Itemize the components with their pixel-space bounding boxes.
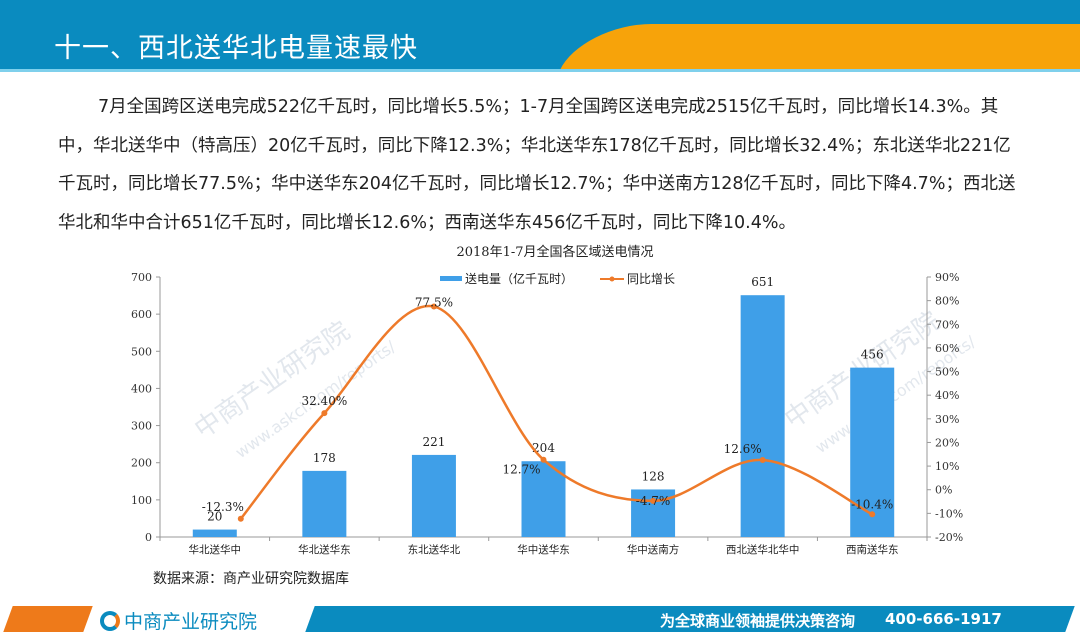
x-tick-label: 华中送华东 [517,543,570,556]
growth-marker [759,456,766,463]
left-tick-label: 600 [131,308,152,321]
left-tick-label: 500 [131,345,152,358]
bar [302,470,347,537]
legend-bar-swatch [440,276,462,281]
legend-line-label: 同比增长 [627,272,675,286]
legend-bar-label: 送电量（亿千瓦时） [465,271,573,286]
right-tick-label: 80% [935,295,959,308]
right-tick-label: -10% [935,507,963,520]
right-tick-label: 40% [935,389,959,402]
logo-icon [100,610,120,631]
growth-value-label: 12.6% [724,442,762,456]
growth-marker [321,410,328,417]
bar [631,489,676,537]
growth-value-label: -10.4% [851,497,893,511]
x-tick-label: 华北送华中 [189,543,242,556]
left-tick-label: 400 [131,382,152,395]
growth-marker [869,511,876,518]
growth-marker [540,456,547,463]
bar-value-label: 456 [861,348,884,362]
data-source: 数据来源：商产业研究院数据库 [153,571,349,587]
footer-phone: 400-666-1917 [885,610,1002,628]
growth-value-label: 12.7% [502,463,540,477]
x-tick-label: 西南送华东 [846,543,899,556]
logo-text: 中商产业研究院 [124,611,258,633]
legend-line-marker [609,276,615,282]
right-tick-label: 30% [935,413,959,426]
footer-slogan: 为全球商业领袖提供决策咨询 [660,612,856,630]
chart-title: 2018年1-7月全国各区域送电情况 [456,244,653,260]
bar-value-label: 128 [642,469,665,483]
bar [740,295,785,537]
left-tick-label: 700 [131,271,152,284]
right-tick-label: 20% [935,436,959,449]
growth-value-label: 77.5% [415,296,453,310]
left-tick-label: 300 [131,420,152,433]
right-tick-label: 90% [935,271,959,284]
footer-orange-shape [3,606,93,632]
right-tick-label: 10% [935,460,959,473]
right-tick-label: 0% [935,484,952,497]
right-tick-label: 70% [935,318,959,331]
bar [192,529,237,537]
summary-paragraph: 7月全国跨区送电完成522亿千瓦时，同比增长5.5%；1-7月全国跨区送电完成2… [58,97,1016,233]
left-tick-label: 200 [131,457,152,470]
footer: 中商产业研究院 为全球商业领袖提供决策咨询 400-666-1917 [0,606,1080,634]
left-tick-label: 100 [131,494,152,507]
bar [411,454,456,537]
bar [521,461,566,537]
bar-value-label: 20 [207,510,222,524]
bar-value-label: 204 [532,441,555,455]
bar-value-label: 651 [751,275,774,289]
left-tick-label: 0 [145,531,152,544]
growth-value-label: 32.40% [301,394,347,408]
header-divider [0,69,1080,72]
bar-value-label: 178 [313,451,336,465]
right-tick-label: 60% [935,342,959,355]
right-tick-label: -20% [935,531,963,544]
growth-marker [237,515,244,522]
x-tick-label: 华北送华东 [298,543,351,556]
right-tick-label: 50% [935,366,959,379]
page-title: 十一、西北送华北电量速最快 [54,33,418,64]
x-tick-label: 东北送华北 [408,543,461,556]
footer-logo: 中商产业研究院 [100,607,257,634]
growth-marker [430,303,437,310]
x-tick-label: 西北送华北华中 [726,543,800,556]
x-tick-label: 华中送南方 [627,543,680,556]
growth-value-label: -4.7% [636,494,671,508]
bar-value-label: 221 [422,435,445,449]
header-bar: 十一、西北送华北电量速最快 [0,0,1080,72]
growth-marker [650,497,657,504]
bar [850,367,895,537]
growth-value-label: -12.3% [202,500,244,514]
